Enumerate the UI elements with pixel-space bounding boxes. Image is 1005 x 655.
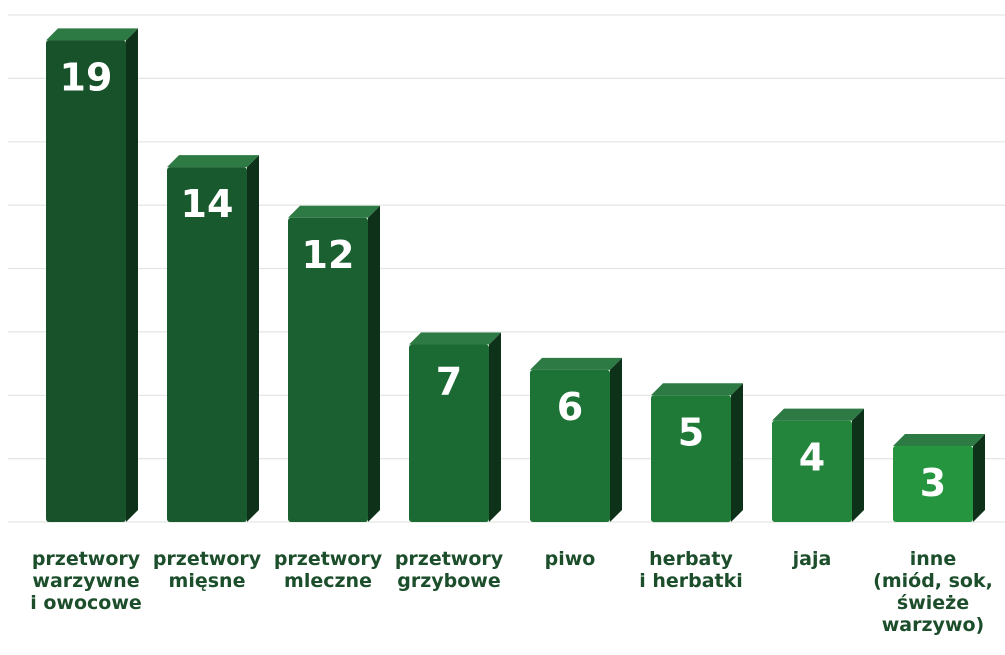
bar-value-label: 19 [60,55,113,99]
bar-top [530,357,622,370]
bar-side [247,155,259,522]
bar-front [288,217,368,523]
x-tick-label: przetwory mięsne [152,548,262,592]
bar: 14 [167,155,259,522]
bar: 19 [46,28,138,523]
bar-top [46,28,138,41]
bar-side [731,383,743,522]
bar-front [772,420,852,522]
bar-top [288,205,380,218]
bar-front [530,369,610,522]
bar-side [126,28,138,522]
bar-top [167,155,259,168]
bar: 12 [288,205,380,523]
bar-value-label: 3 [920,461,946,505]
bar: 5 [651,383,743,523]
bar-value-label: 14 [181,182,234,226]
bars: 19 14 12 7 6 5 4 3 [46,28,985,523]
x-tick-label: przetwory warzywne i owocowe [30,548,142,614]
bar-front [167,167,247,522]
bar-side [489,332,501,522]
bar-top [651,383,743,396]
bar-value-label: 4 [799,436,825,480]
bar-front [651,395,731,523]
bar: 6 [530,357,622,522]
bar-top [772,408,864,421]
x-tick-label: herbaty i herbatki [639,548,743,592]
bar-value-label: 7 [436,360,462,404]
bar-value-label: 5 [678,410,704,454]
x-tick-label: przetwory mleczne [273,548,383,592]
bar-top [409,332,501,345]
bar-value-label: 12 [302,233,355,277]
bar-front [409,344,489,522]
x-tick-label: piwo [544,548,596,570]
bar-front [893,445,973,522]
bar: 4 [772,408,864,522]
bar-side [973,433,985,522]
bar-value-label: 6 [557,385,583,429]
x-tick-label: przetwory grzybowe [394,548,504,592]
x-tick-label: inne (miód, sok, świeże warzywo) [873,548,993,636]
bar-side [852,408,864,522]
bar: 3 [893,433,985,522]
x-tick-label: jaja [792,548,832,570]
bar-side [368,205,380,523]
bar: 7 [409,332,501,522]
bar-side [610,357,622,522]
bar-front [46,40,126,523]
bar-top [893,433,985,446]
